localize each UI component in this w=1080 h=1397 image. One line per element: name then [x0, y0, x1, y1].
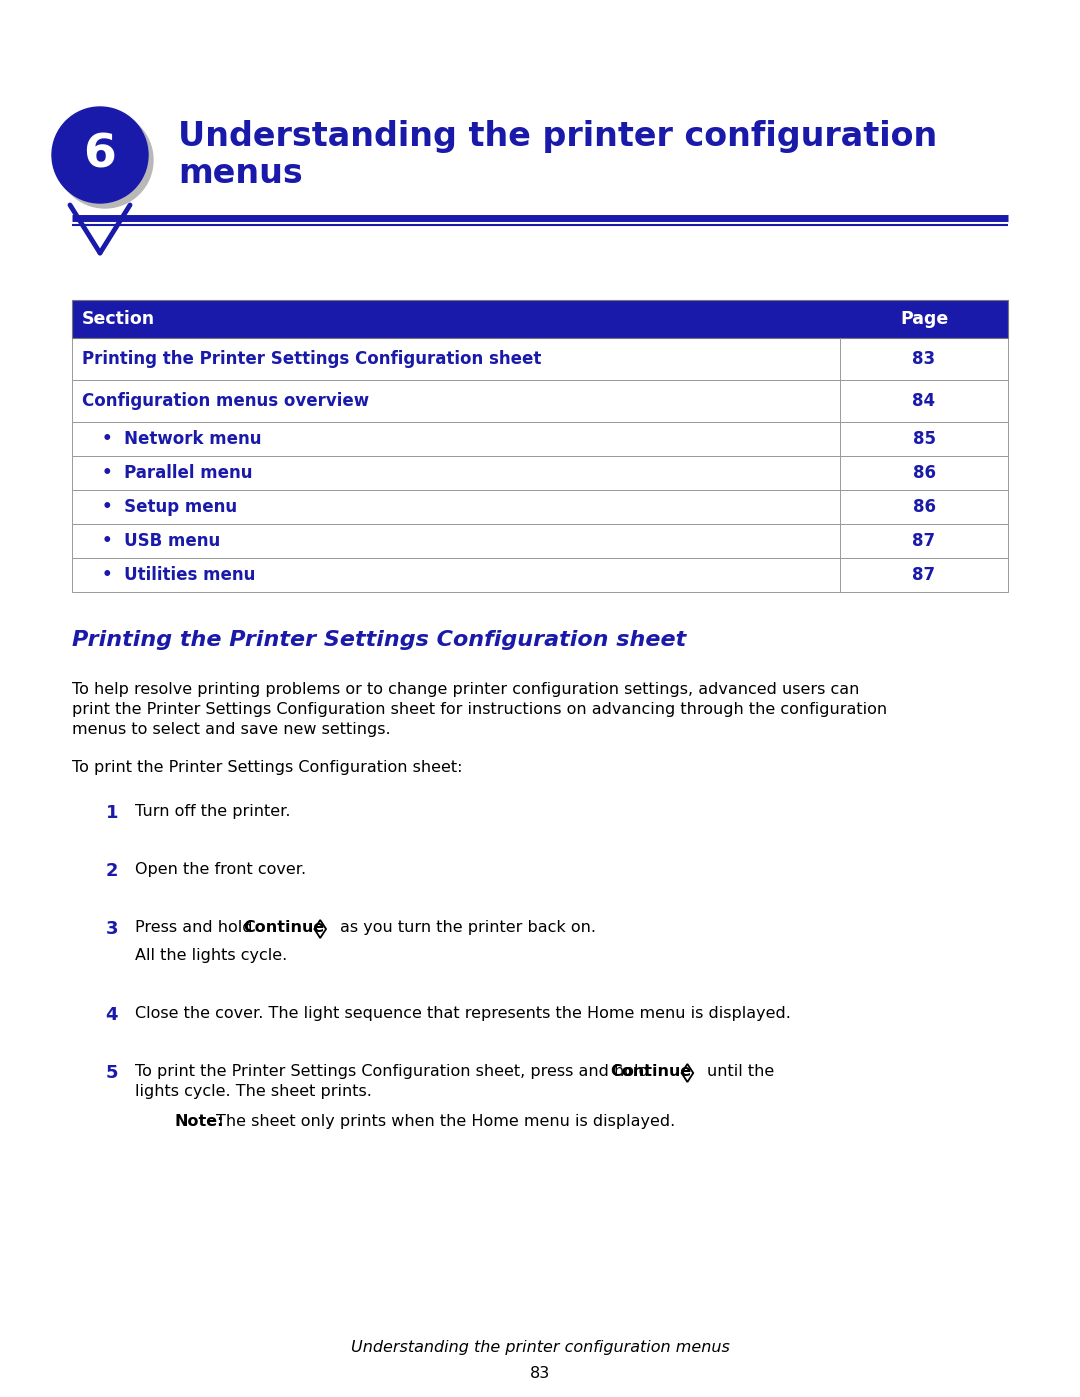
Text: Understanding the printer configuration menus: Understanding the printer configuration …: [351, 1340, 729, 1355]
Text: lights cycle. The sheet prints.: lights cycle. The sheet prints.: [135, 1084, 372, 1099]
Text: To print the Printer Settings Configuration sheet:: To print the Printer Settings Configurat…: [72, 760, 462, 775]
Bar: [72, 524, 1008, 557]
Text: 5: 5: [106, 1065, 118, 1083]
Text: Open the front cover.: Open the front cover.: [135, 862, 306, 877]
Text: •  USB menu: • USB menu: [102, 532, 220, 550]
Text: Printing the Printer Settings Configuration sheet: Printing the Printer Settings Configurat…: [72, 630, 686, 650]
Bar: [72, 300, 1008, 338]
Text: Printing the Printer Settings Configuration sheet: Printing the Printer Settings Configurat…: [82, 351, 541, 367]
Text: •  Parallel menu: • Parallel menu: [102, 464, 253, 482]
Circle shape: [57, 112, 153, 208]
Bar: [72, 557, 1008, 592]
Text: 6: 6: [83, 133, 117, 177]
Text: Continue: Continue: [243, 921, 324, 935]
Text: •  Setup menu: • Setup menu: [102, 497, 238, 515]
Text: Continue: Continue: [610, 1065, 691, 1078]
Bar: [72, 422, 1008, 455]
Text: Turn off the printer.: Turn off the printer.: [135, 805, 291, 819]
Text: Note:: Note:: [175, 1113, 225, 1129]
Text: To help resolve printing problems or to change printer configuration settings, a: To help resolve printing problems or to …: [72, 682, 860, 697]
Text: 1: 1: [106, 805, 118, 821]
Text: Page: Page: [900, 310, 948, 328]
Text: as you turn the printer back on.: as you turn the printer back on.: [340, 921, 596, 935]
Circle shape: [52, 108, 148, 203]
Text: 86: 86: [913, 464, 935, 482]
Text: 2: 2: [106, 862, 118, 880]
Text: until the: until the: [707, 1065, 774, 1078]
Text: Press and hold: Press and hold: [135, 921, 258, 935]
Bar: [72, 490, 1008, 524]
Text: 87: 87: [913, 532, 935, 550]
Text: 85: 85: [913, 430, 935, 448]
Text: •  Utilities menu: • Utilities menu: [102, 566, 255, 584]
Text: The sheet only prints when the Home menu is displayed.: The sheet only prints when the Home menu…: [216, 1113, 676, 1129]
Text: 4: 4: [106, 1006, 118, 1024]
Text: print the Printer Settings Configuration sheet for instructions on advancing thr: print the Printer Settings Configuration…: [72, 703, 887, 717]
Text: menus to select and save new settings.: menus to select and save new settings.: [72, 722, 391, 738]
Bar: [72, 380, 1008, 422]
Text: 3: 3: [106, 921, 118, 937]
Text: Close the cover. The light sequence that represents the Home menu is displayed.: Close the cover. The light sequence that…: [135, 1006, 791, 1021]
Text: Section: Section: [82, 310, 156, 328]
Bar: [72, 455, 1008, 490]
Text: 86: 86: [913, 497, 935, 515]
Text: 87: 87: [913, 566, 935, 584]
Text: 84: 84: [913, 393, 935, 409]
Bar: [72, 338, 1008, 380]
Text: menus: menus: [178, 156, 302, 190]
Text: 83: 83: [530, 1366, 550, 1382]
Text: •  Network menu: • Network menu: [102, 430, 261, 448]
Text: To print the Printer Settings Configuration sheet, press and hold: To print the Printer Settings Configurat…: [135, 1065, 653, 1078]
Text: 83: 83: [913, 351, 935, 367]
Text: Understanding the printer configuration: Understanding the printer configuration: [178, 120, 937, 154]
Text: All the lights cycle.: All the lights cycle.: [135, 949, 287, 963]
Text: Configuration menus overview: Configuration menus overview: [82, 393, 369, 409]
